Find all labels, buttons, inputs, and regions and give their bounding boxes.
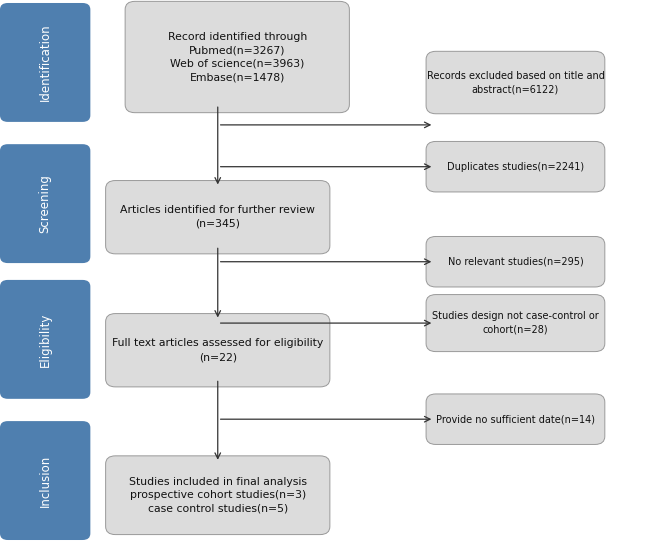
FancyBboxPatch shape [106, 314, 330, 387]
Text: Duplicates studies(n=2241): Duplicates studies(n=2241) [447, 162, 584, 172]
Text: Record identified through
Pubmed(n=3267)
Web of science(n=3963)
Embase(n=1478): Record identified through Pubmed(n=3267)… [168, 31, 307, 83]
Text: Provide no sufficient date(n=14): Provide no sufficient date(n=14) [436, 414, 595, 424]
Text: Full text articles assessed for eligibility
(n=22): Full text articles assessed for eligibil… [112, 338, 324, 362]
FancyBboxPatch shape [125, 2, 350, 113]
FancyBboxPatch shape [0, 280, 90, 399]
Text: Eligibility: Eligibility [39, 312, 52, 367]
FancyBboxPatch shape [106, 456, 330, 534]
Text: Identification: Identification [39, 24, 52, 101]
Text: Records excluded based on title and
abstract(n=6122): Records excluded based on title and abst… [426, 71, 604, 94]
Text: Studies included in final analysis
prospective cohort studies(n=3)
case control : Studies included in final analysis prosp… [129, 477, 307, 514]
FancyBboxPatch shape [426, 394, 605, 444]
FancyBboxPatch shape [426, 294, 605, 352]
FancyBboxPatch shape [426, 52, 605, 114]
FancyBboxPatch shape [106, 180, 330, 254]
Text: Inclusion: Inclusion [39, 454, 52, 507]
Text: Screening: Screening [39, 174, 52, 233]
Text: Articles identified for further review
(n=345): Articles identified for further review (… [120, 205, 315, 229]
FancyBboxPatch shape [426, 237, 605, 287]
FancyBboxPatch shape [0, 421, 90, 540]
FancyBboxPatch shape [426, 141, 605, 192]
Text: No relevant studies(n=295): No relevant studies(n=295) [448, 257, 583, 267]
Text: Studies design not case-control or
cohort(n=28): Studies design not case-control or cohor… [432, 311, 599, 335]
FancyBboxPatch shape [0, 144, 90, 263]
FancyBboxPatch shape [0, 3, 90, 122]
